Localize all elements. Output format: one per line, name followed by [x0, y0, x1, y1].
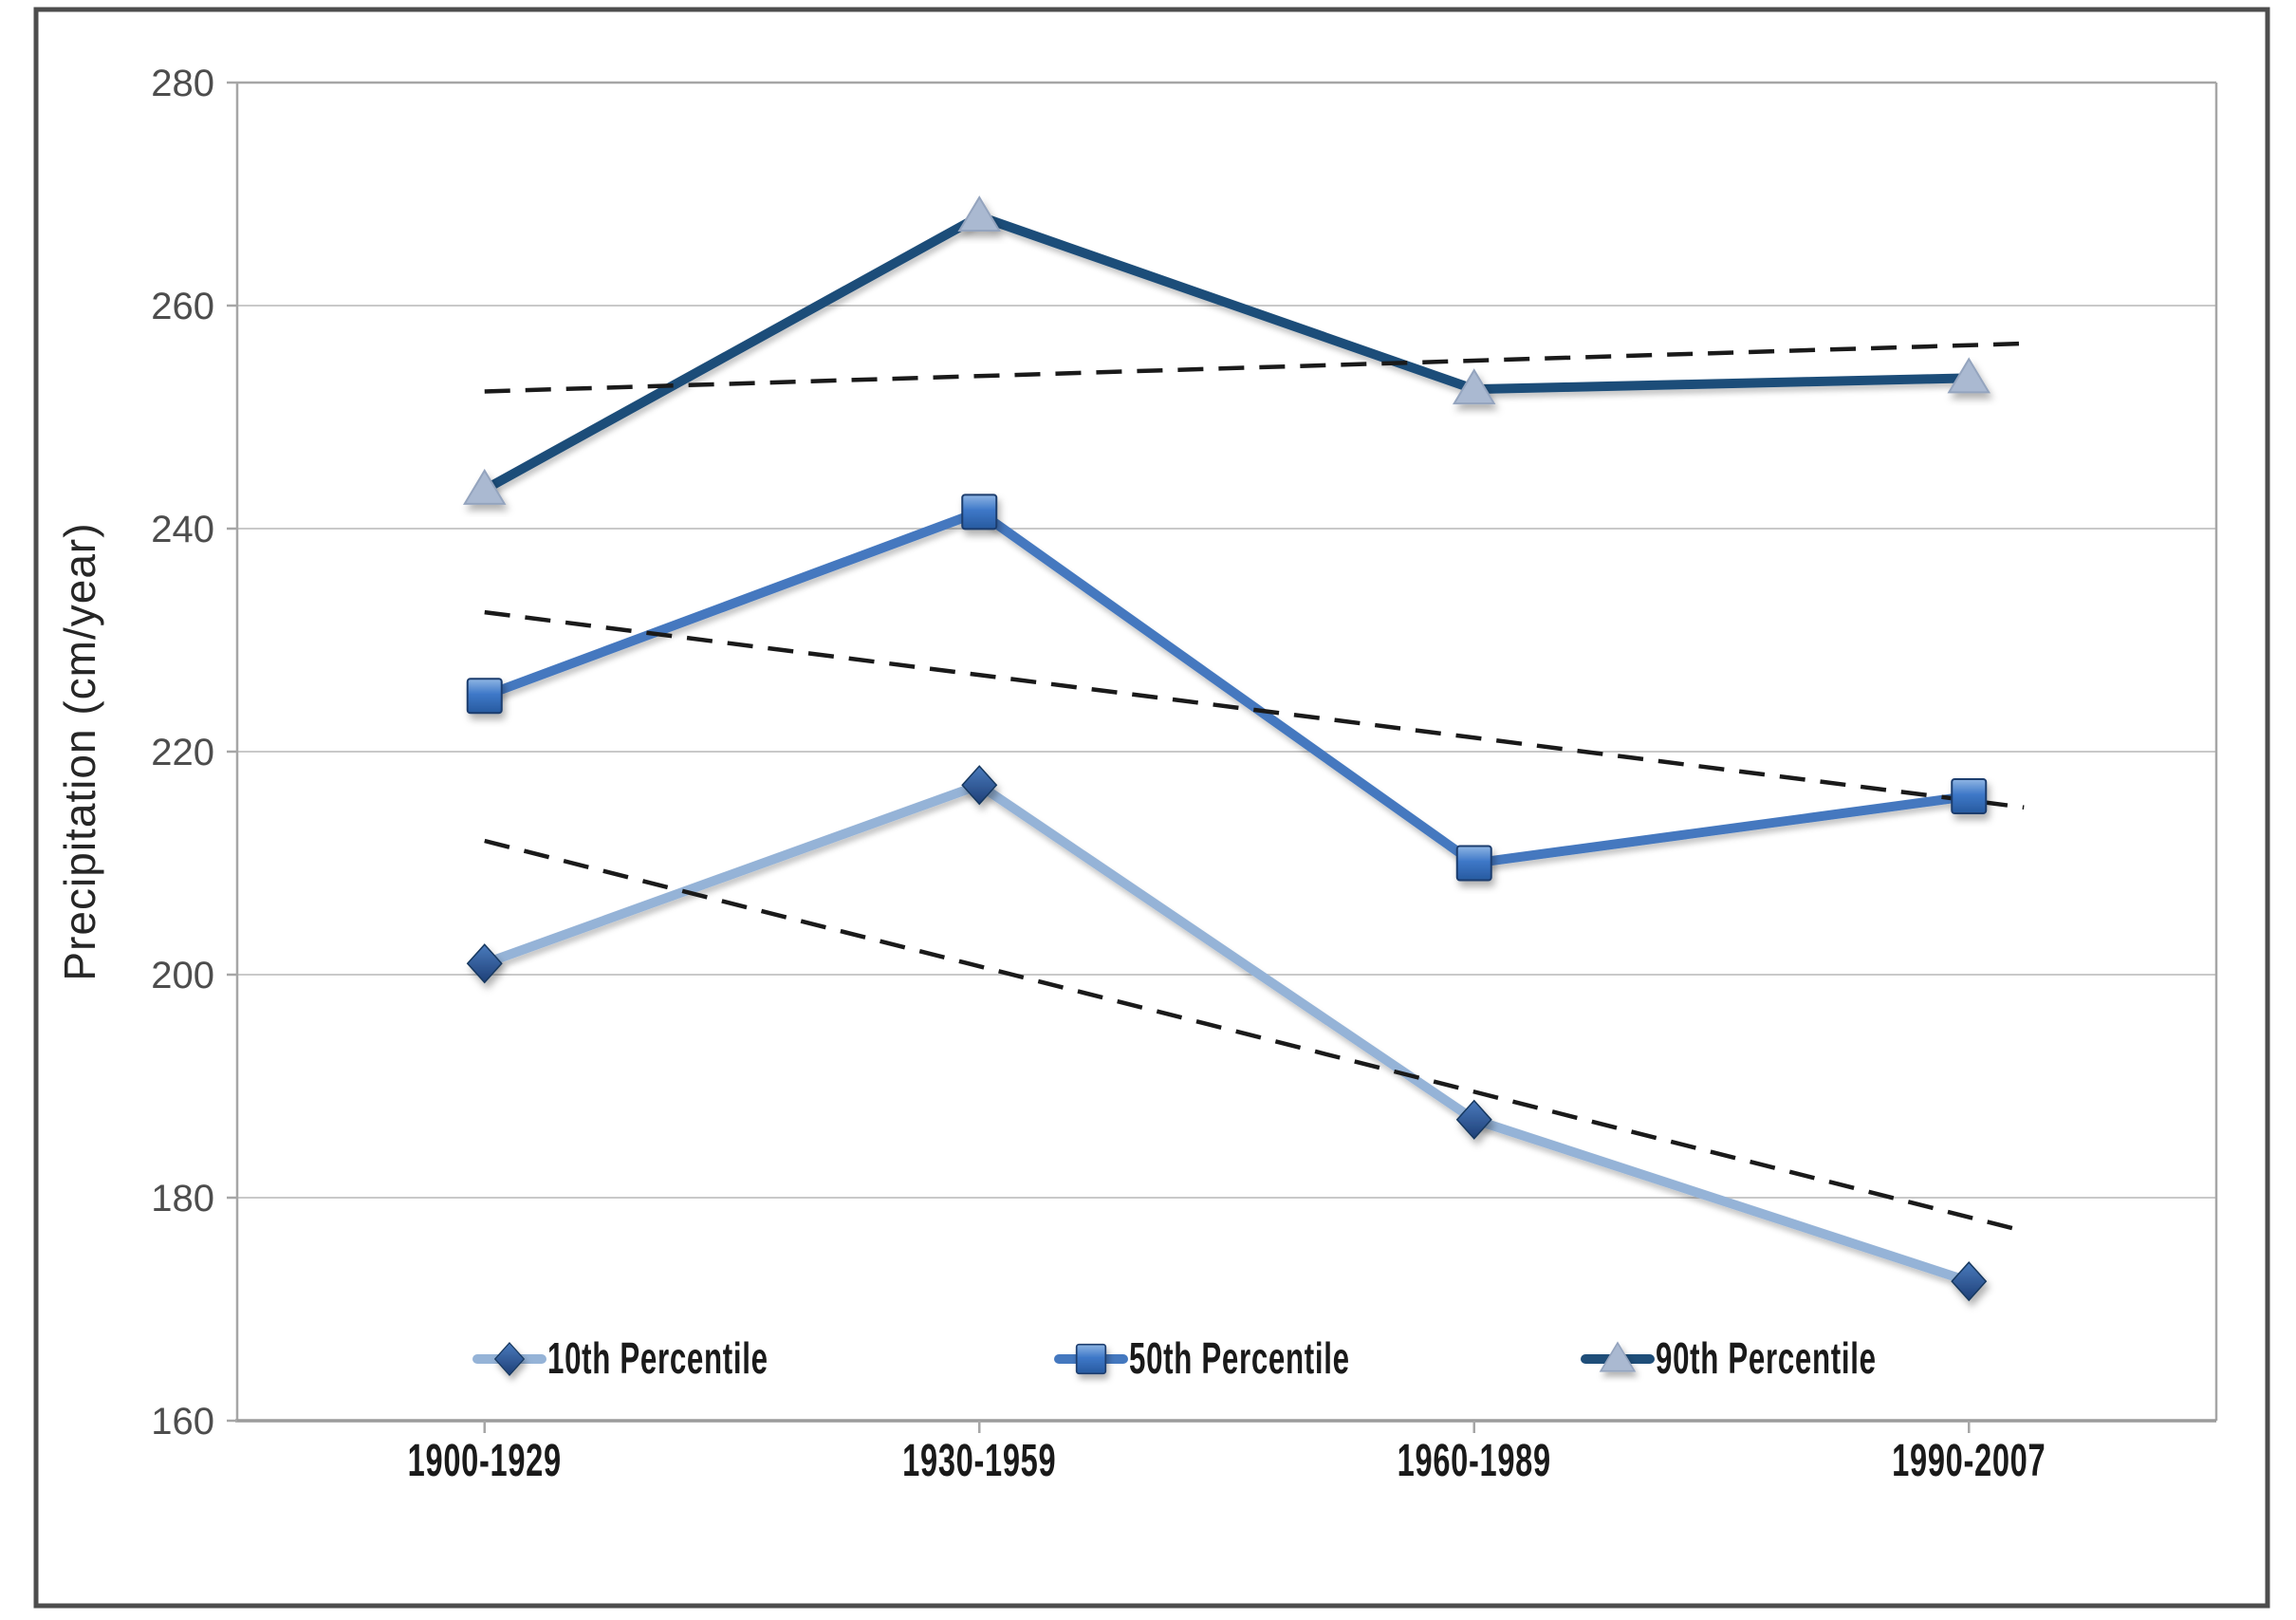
diamond-marker-shape — [1455, 1099, 1492, 1140]
series-line-50th — [479, 507, 1974, 868]
diamond-marker-shape — [961, 765, 998, 806]
trendline-10th — [484, 838, 2025, 1234]
series-lines — [479, 212, 1974, 1287]
trendline-50th — [484, 609, 2025, 810]
series-markers — [462, 196, 1991, 1302]
legend-label: 90th Percentile — [1656, 1334, 1877, 1383]
square-marker-shape — [1455, 845, 1492, 882]
y-tick-label: 180 — [151, 1178, 214, 1220]
square-marker[interactable] — [1455, 845, 1492, 882]
y-tick-label: 240 — [151, 509, 214, 550]
square-marker-shape — [1075, 1343, 1107, 1375]
triangle-marker-shape — [462, 468, 507, 505]
square-marker-shape — [466, 678, 503, 715]
y-tick-label: 260 — [151, 286, 214, 327]
triangle-marker[interactable] — [462, 468, 507, 505]
x-category-label: 1960-1989 — [1398, 1435, 1551, 1486]
diamond-marker-shape — [1951, 1261, 1988, 1302]
legend-label: 10th Percentile — [547, 1334, 768, 1383]
legend-item-50th[interactable]: 50th Percentile — [1054, 1334, 1350, 1384]
triangle-marker[interactable] — [1947, 357, 1991, 394]
y-axis-tick-labels: 160 180 200 220 240 260 280 — [151, 63, 214, 1443]
y-axis-title: Precipitation (cm/year) — [55, 522, 104, 980]
diamond-marker[interactable] — [961, 765, 998, 806]
legend-item-10th[interactable]: 10th Percentile — [472, 1334, 768, 1384]
diamond-marker — [493, 1342, 526, 1376]
y-tick-label: 160 — [151, 1401, 214, 1443]
triangle-marker-shape — [1452, 368, 1496, 405]
y-tick-label: 200 — [151, 955, 214, 996]
triangle-marker-shape — [957, 196, 1002, 232]
square-marker[interactable] — [961, 493, 998, 531]
diamond-marker-shape — [493, 1342, 526, 1376]
x-axis-category-labels: 1900-1929 1930-1959 1960-1989 1990-2007 — [408, 1435, 2046, 1486]
triangle-marker-shape — [1947, 357, 1991, 394]
legend: 10th Percentile 50th Percentile 90th Perce… — [472, 1334, 1877, 1384]
legend-label: 50th Percentile — [1129, 1334, 1350, 1383]
square-marker-shape — [1951, 778, 1988, 814]
y-axis-ticks — [227, 81, 237, 1423]
series-line-10th — [479, 780, 1974, 1287]
x-axis-ticks — [483, 1421, 1971, 1433]
diamond-marker[interactable] — [466, 943, 503, 984]
triangle-marker[interactable] — [1452, 368, 1496, 405]
triangle-marker-shape — [1599, 1341, 1637, 1372]
square-marker-shape — [961, 493, 998, 531]
square-marker[interactable] — [466, 678, 503, 715]
trend-lines — [484, 341, 2025, 1234]
y-tick-label: 280 — [151, 63, 214, 104]
square-marker — [1075, 1343, 1107, 1375]
diamond-marker[interactable] — [1951, 1261, 1988, 1302]
x-category-label: 1990-2007 — [1892, 1435, 2046, 1486]
y-tick-label: 220 — [151, 732, 214, 773]
x-category-label: 1900-1929 — [408, 1435, 562, 1486]
triangle-marker — [1599, 1341, 1637, 1372]
diamond-marker[interactable] — [1455, 1099, 1492, 1140]
x-category-label: 1930-1959 — [902, 1435, 1056, 1486]
square-marker[interactable] — [1951, 778, 1988, 814]
trendline-90th — [484, 341, 2025, 394]
series-line-90th — [479, 212, 1974, 494]
figure-border — [33, 7, 2270, 1609]
legend-item-90th[interactable]: 90th Percentile — [1581, 1334, 1877, 1384]
triangle-marker[interactable] — [957, 196, 1002, 232]
diamond-marker-shape — [466, 943, 503, 984]
